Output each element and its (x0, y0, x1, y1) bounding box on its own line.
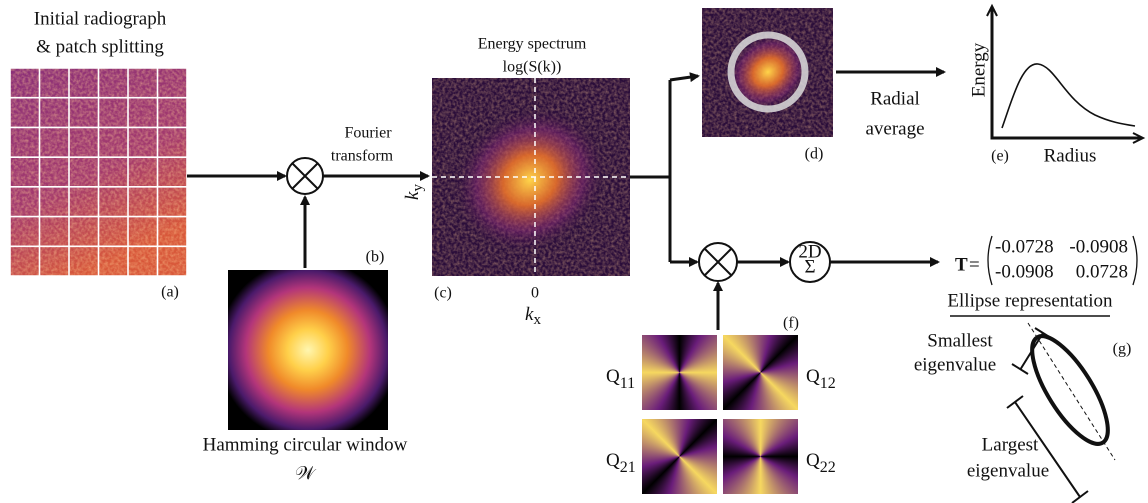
filter-base: Q (806, 366, 820, 387)
ky-label: ky (402, 184, 426, 200)
filter-label: Q21 (606, 450, 636, 475)
panel-label: (g) (1113, 341, 1132, 358)
panel-label: (f) (783, 315, 799, 332)
diagram: Initial radiograph & patch splitting (a)… (0, 0, 1148, 503)
filter-sub: 22 (820, 459, 836, 476)
branch (630, 80, 670, 262)
panel-label: (e) (991, 148, 1009, 165)
kx-sub: x (533, 312, 541, 328)
kx-label: kx (525, 304, 541, 328)
filter-label: Q22 (806, 450, 836, 475)
spectrum-title: Energy spectrum (478, 36, 587, 53)
panel-label: (c) (434, 285, 452, 302)
energy-curve (1002, 64, 1135, 128)
radiograph-title: Initial radiograph (34, 8, 167, 29)
radial-average-label: Radial (870, 88, 920, 109)
matrix-entry: -0.0908 (995, 261, 1054, 282)
panel-label: (a) (161, 284, 179, 301)
radial-average-label: average (865, 118, 924, 139)
largest-label: eigenvalue (967, 460, 1049, 481)
window-symbol: 𝒲 (295, 463, 317, 484)
spectrum-title: log(S(k)) (503, 59, 562, 76)
multiply-node (287, 158, 323, 194)
energy-label: Energy (968, 42, 989, 97)
multiply-node (699, 243, 737, 281)
plot-axes (992, 8, 1142, 138)
filter-base: Q (606, 450, 620, 471)
radius-label: Radius (1044, 145, 1097, 166)
sum-symbol: Σ (804, 256, 815, 277)
window-caption: Hamming circular window (203, 434, 408, 455)
filter-label: Q11 (606, 366, 635, 391)
matrix-entry: -0.0728 (995, 236, 1054, 257)
ky-sub: y (410, 184, 426, 192)
tensor-symbol: T (955, 254, 968, 275)
filter-label: Q12 (806, 366, 836, 391)
matrix-entry: -0.0908 (1069, 236, 1128, 257)
smallest-label: eigenvalue (914, 354, 996, 375)
panel-label: (b) (366, 249, 385, 266)
filter-sub: 21 (620, 459, 636, 476)
matrix: -0.0728 -0.0908 -0.0908 0.0728 (995, 236, 1128, 282)
diagram-canvas: Initial radiograph & patch splitting (a)… (0, 0, 1148, 503)
smallest-label: Smallest (927, 330, 993, 351)
fourier-label: Fourier (344, 125, 392, 142)
filter-sub: 12 (820, 375, 836, 392)
filter-sub: 11 (620, 375, 635, 392)
filter-base: Q (806, 450, 820, 471)
radiograph-title: & patch splitting (36, 36, 164, 57)
tensor-equals: = (969, 254, 980, 275)
matrix-entry: 0.0728 (1076, 261, 1128, 282)
origin-label: 0 (531, 285, 539, 302)
largest-label: Largest (982, 434, 1039, 455)
filter-base: Q (606, 366, 620, 387)
arrow (670, 76, 698, 80)
ellipse-title: Ellipse representation (947, 290, 1113, 311)
panel-label: (d) (805, 146, 824, 163)
fourier-label: transform (331, 148, 394, 165)
